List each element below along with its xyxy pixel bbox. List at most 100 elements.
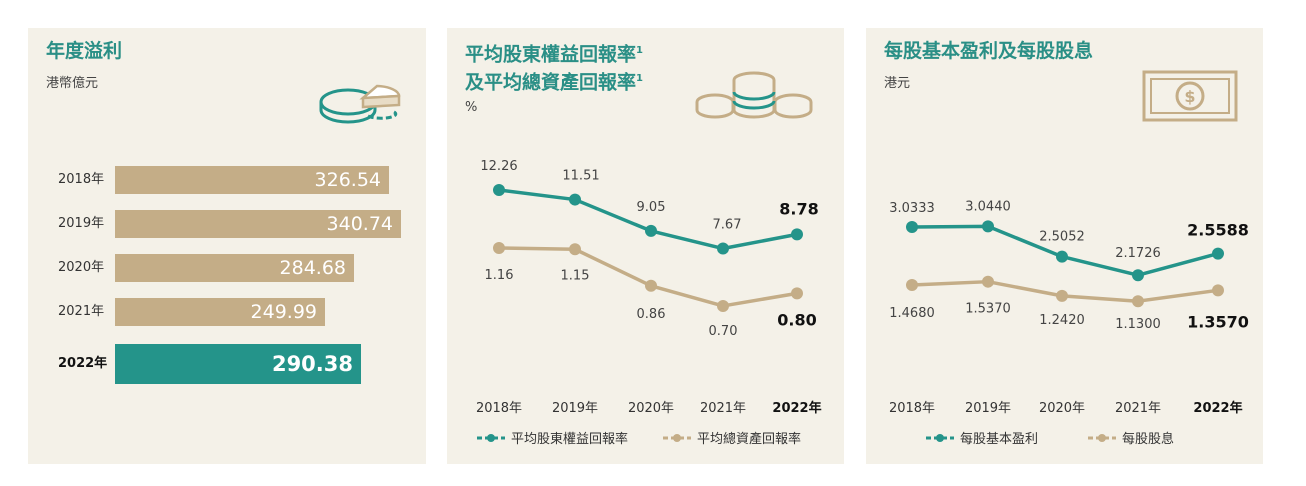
data-label: 1.5370 bbox=[965, 302, 1011, 317]
x-tick-label: 2018年 bbox=[476, 401, 522, 416]
data-point bbox=[569, 193, 581, 206]
x-tick-label: 2020年 bbox=[1039, 401, 1085, 416]
legend-item: 平均總資產回報率 bbox=[663, 428, 801, 447]
data-label: 3.0333 bbox=[889, 201, 935, 216]
x-tick-label: 2019年 bbox=[965, 401, 1011, 416]
x-tick-label: 2022年 bbox=[772, 400, 821, 416]
x-tick-label: 2019年 bbox=[552, 401, 598, 416]
bar-row: 2022年 290.38 bbox=[28, 344, 426, 384]
data-label: 0.80 bbox=[777, 310, 816, 329]
data-point bbox=[717, 299, 729, 312]
panel-title: 年度溢利 bbox=[46, 40, 123, 62]
panel-title-line1: 平均股東權益回報率1 bbox=[465, 43, 643, 66]
data-point bbox=[1212, 247, 1224, 260]
return-line-chart: 12.26 11.51 9.05 7.67 8.78 1.16 1.15 0.86 0.70 0.… bbox=[476, 159, 822, 416]
data-point bbox=[906, 279, 918, 291]
svg-text:$: $ bbox=[1184, 87, 1195, 106]
data-point bbox=[791, 287, 803, 300]
bar-value-label: 340.74 bbox=[326, 213, 393, 235]
data-point bbox=[645, 224, 657, 237]
panel-title: 每股基本盈利及每股股息 bbox=[884, 40, 1094, 62]
bar-value-label: 284.68 bbox=[279, 257, 346, 279]
panel-unit: % bbox=[465, 100, 478, 115]
panel-unit: 港元 bbox=[884, 76, 911, 91]
data-label: 1.4680 bbox=[889, 306, 935, 321]
bar-value-label: 326.54 bbox=[314, 169, 381, 191]
bar: 340.74 bbox=[115, 210, 401, 238]
legend-label: 每股基本盈利 bbox=[960, 432, 1039, 447]
data-label: 1.1300 bbox=[1115, 317, 1161, 332]
bar-value-label: 290.38 bbox=[271, 352, 353, 376]
data-point bbox=[717, 242, 729, 255]
legend-marker bbox=[926, 432, 954, 447]
data-label: 2.5588 bbox=[1187, 221, 1249, 240]
x-tick-label: 2020年 bbox=[628, 401, 674, 416]
coins-stack-icon bbox=[695, 71, 813, 119]
panel-title-line2: 及平均總資產回報率1 bbox=[465, 71, 643, 94]
pie-chart-icon bbox=[319, 84, 401, 124]
data-label: 2.5052 bbox=[1039, 230, 1085, 245]
bar-row: 2018年 326.54 bbox=[28, 166, 426, 194]
data-label: 12.26 bbox=[480, 159, 517, 174]
data-point bbox=[645, 279, 657, 292]
legend-label: 每股股息 bbox=[1122, 432, 1175, 447]
bar: 249.99 bbox=[115, 298, 325, 326]
data-point bbox=[982, 275, 994, 288]
bar: 326.54 bbox=[115, 166, 389, 194]
legend-item: 每股股息 bbox=[1088, 428, 1174, 447]
eps-panel: 每股基本盈利及每股股息 港元 $ 3.0333 3.0440 2.5052 2.172… bbox=[866, 28, 1263, 464]
bar-row: 2019年 340.74 bbox=[28, 210, 426, 238]
data-label: 7.67 bbox=[713, 218, 742, 233]
data-label: 1.2420 bbox=[1039, 313, 1085, 328]
legend-marker bbox=[1088, 432, 1116, 447]
data-point bbox=[493, 242, 505, 254]
data-label: 11.51 bbox=[562, 169, 599, 184]
x-tick-label: 2021年 bbox=[1115, 401, 1161, 416]
data-label: 0.86 bbox=[637, 307, 666, 322]
data-point bbox=[569, 243, 581, 256]
legend-marker bbox=[477, 432, 505, 447]
bar-category-label: 2021年 bbox=[58, 304, 105, 319]
profit-panel: 年度溢利 港幣億元 2018年 326.54 2019年 340.74 2020年 284… bbox=[28, 28, 426, 464]
bar-value-label: 249.99 bbox=[250, 301, 317, 323]
bar: 290.38 bbox=[115, 344, 361, 384]
x-tick-label: 2022年 bbox=[1193, 400, 1242, 416]
legend-label: 平均總資產回報率 bbox=[697, 432, 802, 447]
legend-item: 每股基本盈利 bbox=[926, 428, 1038, 447]
data-label: 2.1726 bbox=[1115, 246, 1161, 261]
data-label: 1.15 bbox=[561, 268, 590, 283]
series-line bbox=[498, 246, 798, 308]
data-point bbox=[493, 184, 505, 196]
series-line bbox=[498, 188, 798, 251]
bar-category-label: 2019年 bbox=[58, 216, 105, 231]
panel-unit: 港幣億元 bbox=[46, 76, 99, 91]
data-point bbox=[982, 220, 994, 233]
data-label: 9.05 bbox=[637, 200, 666, 215]
data-point bbox=[1132, 295, 1144, 308]
legend-item: 平均股東權益回報率 bbox=[477, 428, 628, 447]
data-label: 1.16 bbox=[485, 268, 514, 283]
data-label: 0.70 bbox=[709, 324, 738, 339]
bar-category-label: 2020年 bbox=[58, 260, 105, 275]
bar-row: 2020年 284.68 bbox=[28, 254, 426, 282]
data-point bbox=[906, 221, 918, 233]
bar-category-label: 2018年 bbox=[58, 172, 105, 187]
x-tick-label: 2021年 bbox=[700, 401, 746, 416]
legend-marker bbox=[663, 432, 691, 447]
bar-row: 2021年 249.99 bbox=[28, 298, 426, 326]
bar: 284.68 bbox=[115, 254, 354, 282]
data-point bbox=[1056, 289, 1068, 302]
banknote-dollar-icon: $ bbox=[1142, 70, 1238, 122]
data-point bbox=[1132, 269, 1144, 282]
bar-category-label: 2022年 bbox=[58, 356, 108, 371]
data-label: 1.3570 bbox=[1187, 312, 1249, 331]
data-point bbox=[1212, 284, 1224, 297]
data-point bbox=[791, 228, 803, 241]
return-panel: 平均股東權益回報率1 及平均總資產回報率1 % 12.26 11.51 9.05 7.… bbox=[447, 28, 844, 464]
data-label: 8.78 bbox=[779, 199, 818, 218]
data-label: 3.0440 bbox=[965, 199, 1011, 214]
legend-label: 平均股東權益回報率 bbox=[511, 432, 629, 447]
x-tick-label: 2018年 bbox=[889, 401, 935, 416]
data-point bbox=[1056, 250, 1068, 263]
eps-line-chart: 3.0333 3.0440 2.5052 2.1726 2.5588 1.4680 1.53… bbox=[889, 199, 1249, 416]
